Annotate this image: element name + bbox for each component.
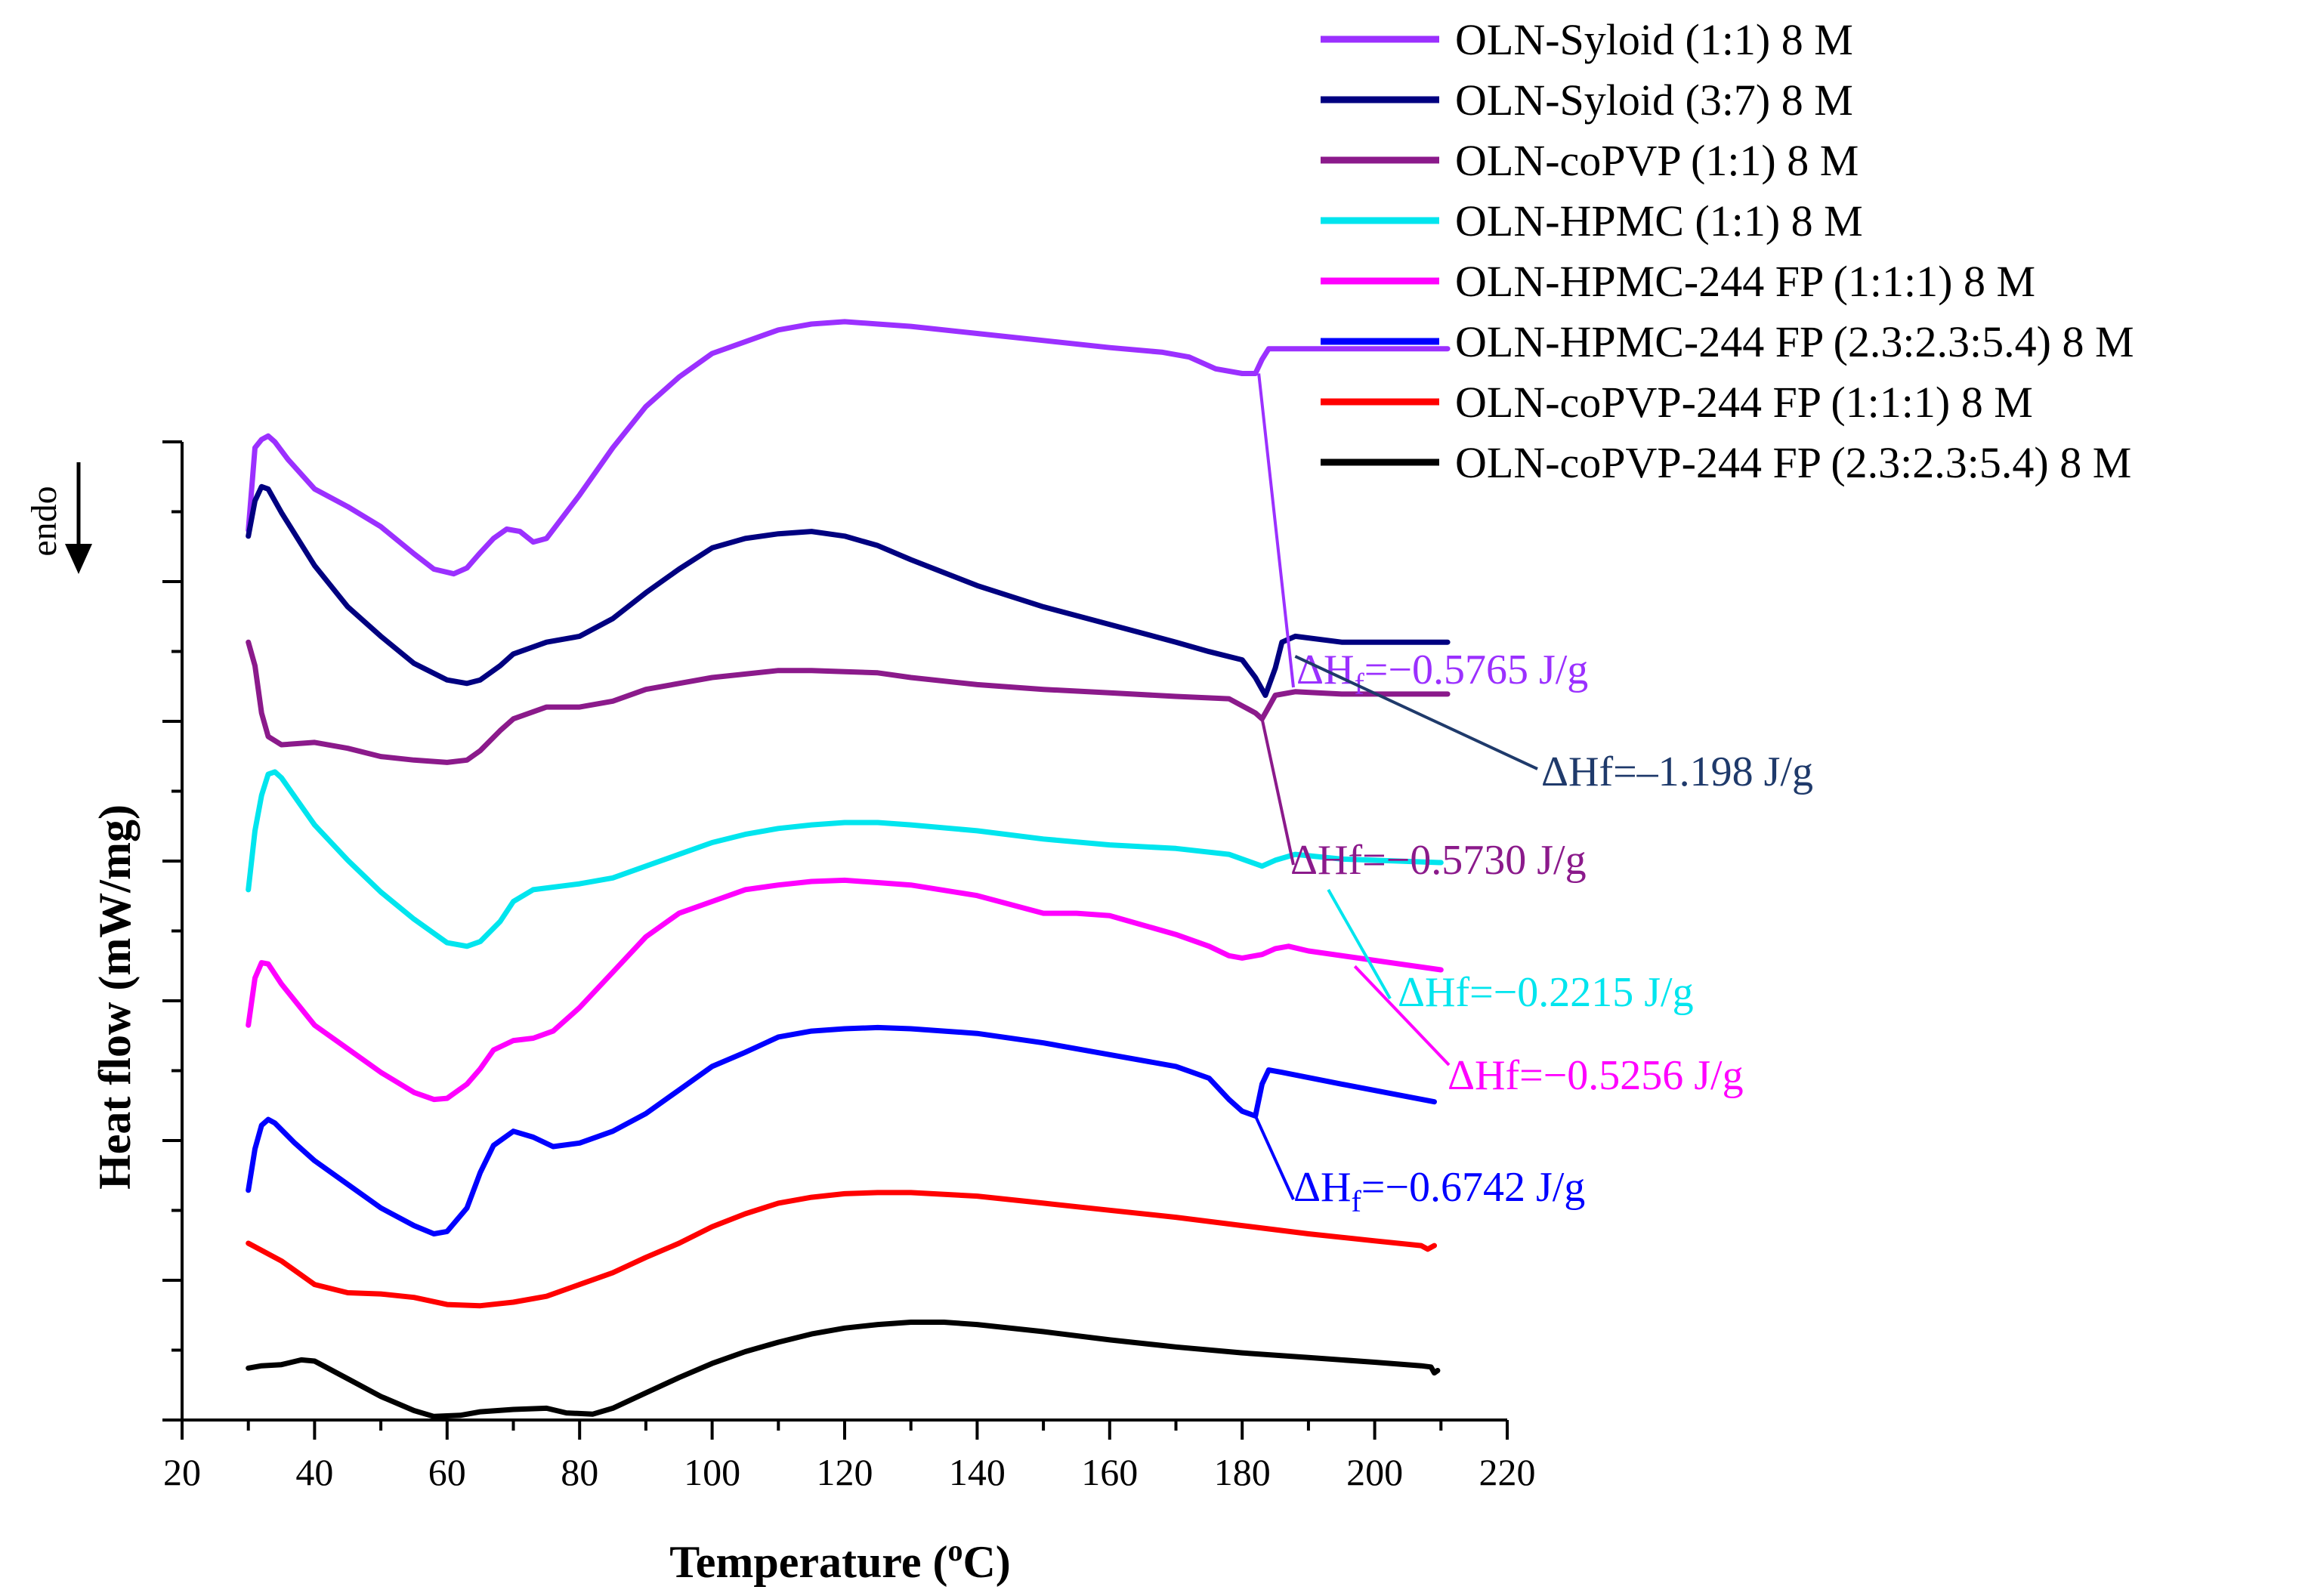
legend-label-8: OLN-coPVP-244 FP (2.3:2.3:5.4) 8 M (1455, 438, 2131, 487)
endo-indicator: endo (24, 462, 92, 574)
annotation-label-5: ΔHf=−0.5256 J/g (1448, 1052, 1744, 1099)
x-tick-label: 20 (163, 1451, 201, 1493)
legend: OLN-Syloid (1:1) 8 M OLN-Syloid (3:7) 8 M… (1321, 15, 2134, 487)
series-line-2 (246, 483, 1451, 698)
annotation-label-1: ΔHf=−0.5765 J/g (1296, 647, 1588, 701)
x-axis-title: Temperature (oC) (669, 1533, 1011, 1587)
y-axis-title: Heat flow (mW/mg) (90, 804, 140, 1190)
annotation-leader-2 (1294, 655, 1538, 770)
series-line-4 (246, 769, 1444, 949)
annotation-leader-4 (1327, 888, 1392, 999)
x-tick-label: 100 (684, 1451, 740, 1493)
x-tick-label: 80 (561, 1451, 598, 1493)
x-tick-label: 140 (949, 1451, 1006, 1493)
series-line-6 (246, 1024, 1437, 1236)
endo-label: endo (24, 486, 64, 556)
endo-arrow-head-icon (65, 544, 92, 574)
annotation-leader-1 (1257, 373, 1295, 688)
annotation-label-4: ΔHf=−0.2215 J/g (1398, 969, 1694, 1016)
series-line-3 (246, 639, 1451, 765)
series-line-7 (246, 1190, 1437, 1309)
axes: 20 40 60 80 100 120 140 160 180 200 220 (162, 440, 1536, 1493)
series-line-8 (246, 1320, 1441, 1419)
annotation-label-6: ΔHf=−0.6742 J/g (1293, 1164, 1585, 1218)
x-tick-label: 200 (1346, 1451, 1403, 1493)
series-line-1 (246, 319, 1451, 577)
x-tick-label: 220 (1479, 1451, 1536, 1493)
legend-label-1: OLN-Syloid (1:1) 8 M (1455, 15, 1853, 64)
legend-label-4: OLN-HPMC (1:1) 8 M (1455, 196, 1863, 245)
legend-label-6: OLN-HPMC-244 FP (2.3:2.3:5.4) 8 M (1455, 317, 2134, 366)
annotation-leader-6 (1253, 1115, 1295, 1200)
legend-label-5: OLN-HPMC-244 FP (1:1:1) 8 M (1455, 257, 2035, 306)
x-tick-label: 120 (817, 1451, 873, 1493)
x-tick-label: 180 (1214, 1451, 1271, 1493)
annotation-leader-5 (1353, 965, 1451, 1067)
legend-label-3: OLN-coPVP (1:1) 8 M (1455, 136, 1859, 185)
x-tick-label: 40 (295, 1451, 333, 1493)
x-tick-label: 60 (428, 1451, 466, 1493)
series-layer (246, 319, 1451, 1419)
legend-label-7: OLN-coPVP-244 FP (1:1:1) 8 M (1455, 378, 2033, 427)
annotation-label-2: ΔHf=–1.198 J/g (1541, 749, 1813, 795)
series-line-5 (246, 877, 1444, 1103)
annotation-label-3: ΔHf=−0.5730 J/g (1290, 837, 1587, 884)
legend-label-2: OLN-Syloid (3:7) 8 M (1455, 76, 1853, 125)
x-tick-label: 160 (1081, 1451, 1138, 1493)
annotation-layer: ΔHf=−0.5765 J/g ΔHf=–1.198 J/g ΔHf=−0.5730… (1253, 373, 1813, 1218)
annotation-leader-3 (1260, 718, 1295, 866)
